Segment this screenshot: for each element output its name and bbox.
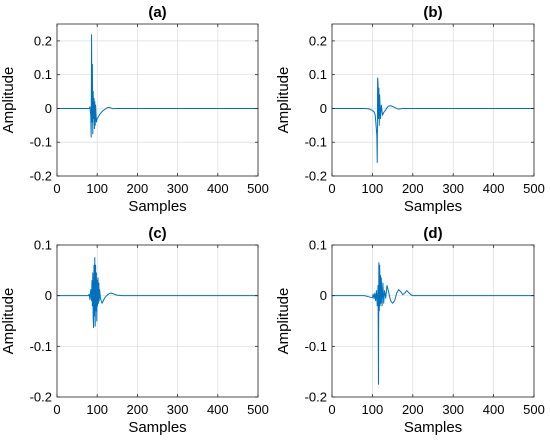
subplot-d-axes-frame (331, 244, 535, 398)
subplot-c-title: (c) (148, 225, 166, 242)
subplot-b-y-tick-label: -0.1 (305, 135, 327, 150)
subplot-d-x-tick-label: 400 (483, 402, 505, 417)
subplot-d-x-tick-label: 0 (328, 402, 335, 417)
subplot-d-x-tick-label: 500 (523, 402, 545, 417)
subplot-c-x-tick-label: 400 (207, 402, 229, 417)
subplot-a-x-tick-label: 500 (247, 181, 269, 196)
subplot-b-y-tick-label: 0.2 (309, 33, 327, 48)
subplot-b-axes-frame (331, 23, 535, 177)
subplot-c-y-tick-label: 0 (45, 288, 52, 303)
subplot-d-y-tick-label: -0.2 (305, 390, 327, 405)
subplot-b-x-axis-label: Samples (404, 198, 462, 215)
subplot-b-x-tick-label: 400 (483, 181, 505, 196)
subplot-c-axes-frame (56, 244, 259, 398)
subplot-d-title: (d) (423, 225, 442, 242)
subplot-d-y-tick-label: 0 (320, 288, 327, 303)
subplot-d-y-tick-label: 0.1 (309, 238, 327, 253)
subplot-b-x-tick-label: 200 (402, 181, 424, 196)
subplot-a-series-line (57, 34, 258, 138)
subplot-c-series-line (57, 257, 258, 329)
subplot-c-x-tick-label: 200 (127, 402, 149, 417)
subplot-b-x-tick-label: 300 (442, 181, 464, 196)
subplot-a-y-tick-label: 0 (45, 101, 52, 116)
subplot-c-y-tick-label: 0.1 (34, 238, 52, 253)
subplot-a-x-tick-label: 100 (86, 181, 108, 196)
subplot-c-x-tick-label: 100 (86, 402, 108, 417)
subplot-b-x-tick-label: 100 (362, 181, 384, 196)
subplot-c-y-axis-label: Amplitude (0, 288, 17, 355)
subplot-d-x-tick-label: 100 (362, 402, 384, 417)
subplot-c-x-axis-label: Samples (128, 419, 186, 436)
subplot-c-x-tick-label: 500 (247, 402, 269, 417)
subplot-d-y-tick-label: -0.1 (305, 339, 327, 354)
subplot-b-y-tick-label: 0 (320, 101, 327, 116)
subplot-b-y-tick-label: -0.2 (305, 169, 327, 184)
subplot-a-y-tick-label: -0.1 (30, 135, 52, 150)
subplot-c-y-tick-label: -0.2 (30, 390, 52, 405)
subplot-a-x-tick-label: 400 (207, 181, 229, 196)
subplot-a-x-tick-label: 0 (53, 181, 60, 196)
subplot-a-y-tick-label: -0.2 (30, 169, 52, 184)
subplot-c-x-tick-label: 300 (167, 402, 189, 417)
subplot-b-x-tick-label: 0 (328, 181, 335, 196)
subplot-b-y-axis-label: Amplitude (275, 67, 292, 134)
subplot-b-x-tick-label: 500 (523, 181, 545, 196)
subplot-b-title: (b) (423, 4, 442, 21)
subplot-d-x-tick-label: 300 (442, 402, 464, 417)
subplot-d-y-axis-label: Amplitude (275, 288, 292, 355)
subplot-c-y-tick-label: -0.1 (30, 339, 52, 354)
subplot-d-series-line (332, 262, 534, 385)
subplot-b-y-tick-label: 0.1 (309, 67, 327, 82)
subplot-a-x-axis-label: Samples (128, 198, 186, 215)
subplot-a-y-tick-label: 0.1 (34, 67, 52, 82)
subplot-a-y-axis-label: Amplitude (0, 67, 17, 134)
subplot-a-title: (a) (148, 4, 166, 21)
subplot-b-series-line (332, 77, 534, 163)
subplot-d-x-axis-label: Samples (404, 419, 462, 436)
subplot-d-x-tick-label: 200 (402, 402, 424, 417)
subplot-c-x-tick-label: 0 (53, 402, 60, 417)
subplot-a-x-tick-label: 300 (167, 181, 189, 196)
subplot-a-y-tick-label: 0.2 (34, 33, 52, 48)
subplot-a-x-tick-label: 200 (127, 181, 149, 196)
subplot-a-axes-frame (56, 23, 259, 177)
